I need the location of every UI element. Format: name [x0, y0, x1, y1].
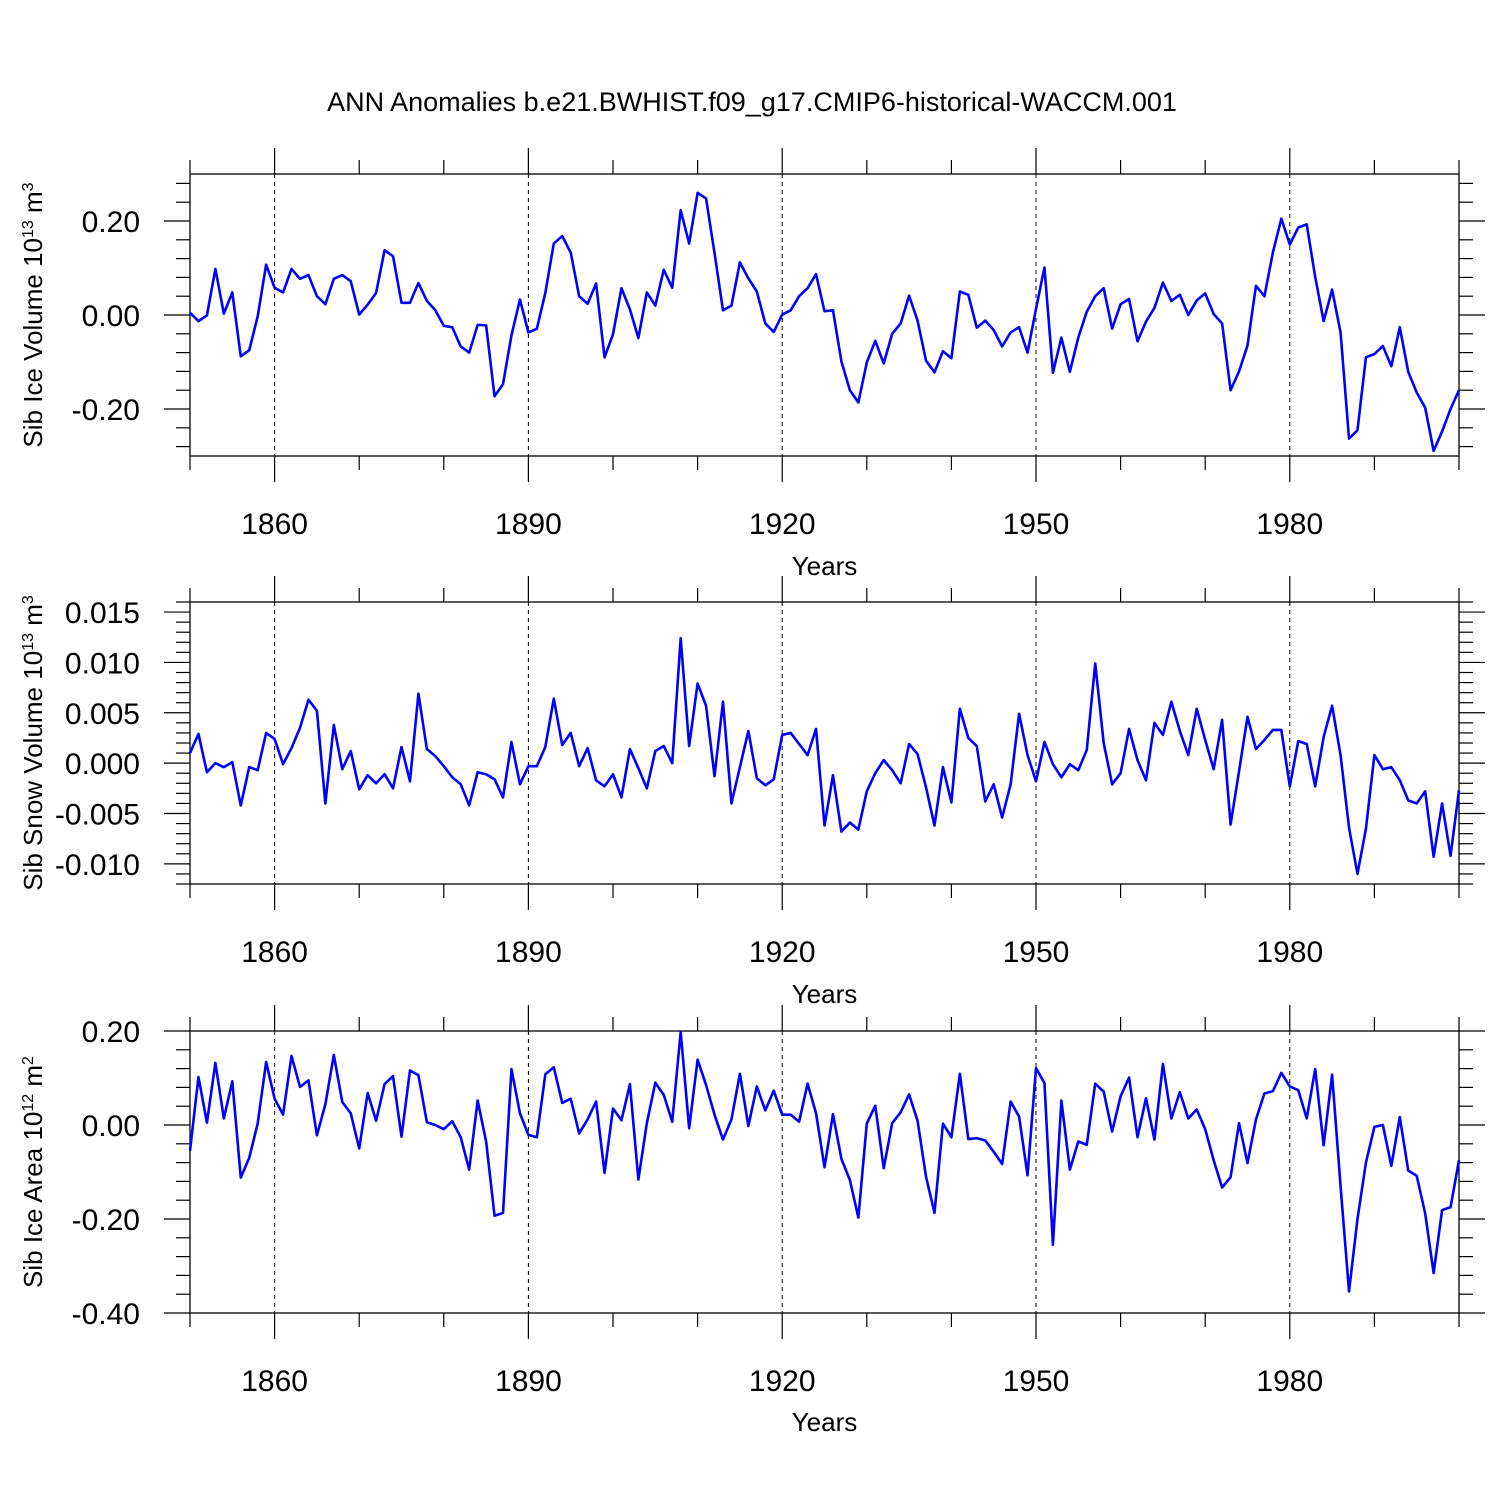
ice-area-ylabel-superscript: 12	[20, 1094, 37, 1112]
snow-volume-series-line	[188, 636, 1461, 876]
ice-volume-ytick-label: 0.20	[82, 206, 140, 239]
ice-area-ylabel-superscript: 2	[20, 1056, 37, 1065]
ice-volume-panel: 1860 1890 1920 1950 1980 -0.20 0.00 0.20 Years Si…	[18, 148, 1485, 581]
ice-volume-xtick-label: 1950	[1003, 508, 1070, 541]
ice-volume-xtick-label: 1980	[1256, 508, 1323, 541]
ice-area-xtick-label: 1950	[1003, 1365, 1070, 1398]
snow-volume-xlabel: Years	[792, 979, 858, 1009]
snow-volume-ylabel-text: m	[18, 604, 48, 633]
ice-volume-ylabel-superscript: 13	[20, 220, 37, 238]
snow-volume-ylabel-superscript: 3	[20, 595, 37, 604]
snow-volume-xtick-label: 1890	[495, 936, 562, 969]
ice-volume-ylabel-text: Sib Ice Volume 10	[18, 238, 48, 448]
snow-volume-ylabel-text: Sib Snow Volume 10	[18, 651, 48, 891]
ice-area-ylabel: Sib Ice Area 1012 m2	[18, 1056, 48, 1288]
snow-volume-ytick-label: 0.005	[65, 698, 140, 731]
snow-volume-ytick-label: -0.010	[55, 849, 140, 882]
ice-volume-ylabel-text: m	[18, 191, 48, 220]
ice-area-ylabel-text: Sib Ice Area 10	[18, 1112, 48, 1288]
snow-volume-ytick-label: 0.015	[65, 597, 140, 630]
ice-area-plot-frame	[189, 1030, 1460, 1314]
snow-volume-xtick-label: 1860	[241, 936, 308, 969]
ice-area-xlabel: Years	[792, 1407, 858, 1437]
ice-volume-xtick-label: 1860	[241, 508, 308, 541]
snow-volume-xtick-label: 1950	[1003, 936, 1070, 969]
ice-volume-series-line	[189, 191, 1461, 453]
snow-volume-ytick-label: 0.010	[65, 647, 140, 680]
ice-volume-xlabel: Years	[792, 551, 858, 581]
snow-volume-xtick-label: 1920	[749, 936, 816, 969]
ice-area-ylabel-text: m	[18, 1065, 48, 1094]
ice-area-ytick-label: -0.20	[72, 1204, 140, 1237]
ice-volume-xtick-label: 1920	[749, 508, 816, 541]
snow-volume-plot-frame	[189, 601, 1460, 885]
ice-area-xtick-label: 1860	[241, 1365, 308, 1398]
snow-volume-ylabel: Sib Snow Volume 1013 m3	[18, 595, 48, 891]
ice-area-ytick-label: 0.20	[82, 1016, 140, 1049]
ice-area-panel: 1860 1890 1920 1950 1980 -0.40 -0.20 0.00 0.20 Ye…	[18, 1005, 1485, 1437]
figure-title: ANN Anomalies b.e21.BWHIST.f09_g17.CMIP6…	[327, 87, 1177, 117]
ice-area-series-line	[188, 1030, 1461, 1293]
ice-volume-ylabel-superscript: 3	[20, 182, 37, 191]
ice-volume-ytick-label: 0.00	[82, 300, 140, 333]
ice-volume-ytick-label: -0.20	[72, 394, 140, 427]
ice-volume-xtick-label: 1890	[495, 508, 562, 541]
ice-area-xtick-label: 1980	[1256, 1365, 1323, 1398]
snow-volume-ytick-label: 0.000	[65, 748, 140, 781]
ice-volume-ylabel: Sib Ice Volume 1013 m3	[18, 182, 48, 447]
snow-volume-ytick-label: -0.005	[55, 799, 140, 832]
ice-area-ytick-label: -0.40	[72, 1298, 140, 1331]
ice-area-ytick-label: 0.00	[82, 1110, 140, 1143]
ice-area-xtick-label: 1920	[749, 1365, 816, 1398]
ice-area-xtick-label: 1890	[495, 1365, 562, 1398]
snow-volume-xtick-label: 1980	[1256, 936, 1323, 969]
snow-volume-ylabel-superscript: 13	[20, 633, 37, 651]
snow-volume-panel: 1860 1890 1920 1950 1980 -0.010 -0.005 0.000 0.0…	[18, 576, 1485, 1009]
ice-volume-plot-frame	[189, 173, 1460, 457]
